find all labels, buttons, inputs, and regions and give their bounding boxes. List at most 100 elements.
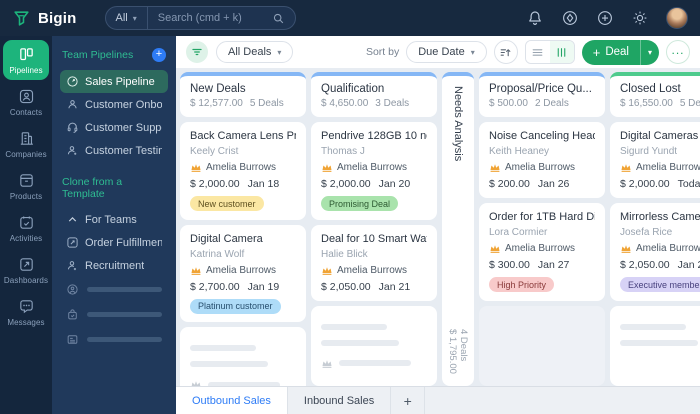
- main-area: All Deals ▾ Sort by Due Date ▾: [176, 36, 700, 414]
- deal-name: Noise Canceling Headp...: [489, 130, 595, 142]
- sort-field-dropdown[interactable]: Due Date ▾: [406, 41, 487, 63]
- search-box[interactable]: [148, 12, 295, 25]
- pipeline-gauge-icon: [66, 75, 79, 88]
- skeleton-bar: [190, 345, 256, 351]
- add-pipeline-button[interactable]: +: [152, 48, 166, 62]
- brand[interactable]: Bigin: [12, 9, 77, 28]
- deal-tag: Executive member: [620, 277, 700, 292]
- column-title: Qualification: [321, 83, 385, 95]
- deal-card[interactable]: Noise Canceling Headp... Keith Heaney Am…: [479, 122, 605, 198]
- template-label: Recruitment: [85, 259, 145, 272]
- add-subpipeline-button[interactable]: +: [391, 387, 426, 414]
- deal-meta: $ 2,000.00 Today: [620, 178, 700, 190]
- tab-outbound-sales[interactable]: Outbound Sales: [176, 387, 288, 414]
- skeleton-bar: [87, 287, 162, 292]
- deal-owner-name: Amelia Burrows: [337, 264, 408, 276]
- column-amount: $ 16,550.00: [620, 98, 673, 109]
- more-options-button[interactable]: ...: [666, 40, 690, 64]
- deal-owner-name: Amelia Burrows: [337, 162, 408, 173]
- plus-icon: +: [592, 44, 601, 60]
- deal-amount: $ 2,050.00: [321, 280, 371, 293]
- column-title: Needs Analysis: [452, 86, 464, 162]
- nav-activities[interactable]: Activities: [3, 208, 49, 248]
- skeleton-bar: [208, 381, 281, 386]
- messages-icon: [18, 298, 35, 315]
- new-deal-menu-chevron-icon[interactable]: ▾: [639, 39, 659, 65]
- contacts-icon: [18, 88, 35, 105]
- deal-date: Jan 26: [537, 178, 570, 190]
- search-scope-dropdown[interactable]: All ▾: [106, 7, 148, 29]
- list-view-icon[interactable]: [525, 41, 550, 63]
- deal-meta: $ 300.00 Jan 27: [489, 259, 595, 271]
- template-recruitment[interactable]: Recruitment: [60, 254, 168, 277]
- template-skeleton-row: [60, 327, 168, 352]
- dashboards-icon: [18, 256, 35, 273]
- skeleton-bar: [620, 339, 699, 346]
- column-title: Proposal/Price Qu...: [489, 83, 592, 95]
- nav-products[interactable]: Products: [3, 166, 49, 206]
- column-header[interactable]: Proposal/Price Qu... $ 500.00 2 Deals: [479, 72, 605, 117]
- topbar: Bigin All ▾: [0, 0, 700, 36]
- deal-owner: Amelia Burrows: [190, 265, 296, 276]
- column-header[interactable]: Closed Lost $ 16,550.00 5 Deals: [610, 72, 700, 117]
- pipeline-sales[interactable]: Sales Pipeline: [60, 70, 168, 93]
- column-title: Closed Lost: [620, 83, 681, 95]
- plus-circle-icon[interactable]: [596, 9, 614, 27]
- deal-card[interactable]: Digital Camera Katrina Wolf Amelia Burro…: [180, 224, 306, 322]
- column-count: 4 Deals: [458, 329, 469, 362]
- column-new-deals: New Deals $ 12,577.00 5 Deals Back Camer…: [180, 72, 306, 386]
- deal-card[interactable]: Digital Cameras Sigurd Yundt Amelia Burr…: [610, 122, 700, 198]
- deal-card[interactable]: Deal for 10 Smart Wat... Halie Blick Ame…: [311, 224, 437, 301]
- template-order-fulfillment[interactable]: Order Fulfillment: [60, 231, 168, 254]
- settings-gear-icon[interactable]: [631, 9, 649, 27]
- pipeline-label: Customer Onboarding: [85, 98, 162, 111]
- column-needs-analysis-collapsed[interactable]: Needs Analysis $ 1,795.00 4 Deals: [442, 72, 474, 386]
- deal-meta: $ 2,050.00 Jan 28: [620, 259, 700, 271]
- deal-owner-name: Amelia Burrows: [505, 243, 576, 254]
- template-skeleton-row: [60, 277, 168, 302]
- topbar-actions: [526, 7, 688, 29]
- crown-icon: [190, 162, 202, 173]
- deal-meta: $ 200.00 Jan 26: [489, 178, 595, 190]
- pipeline-label: Sales Pipeline: [85, 75, 155, 88]
- deal-card[interactable]: Order for 1TB Hard Disk Lora Cormier Ame…: [479, 203, 605, 301]
- deal-contact: Keely Crist: [190, 146, 239, 157]
- new-deal-button[interactable]: + Deal ▾: [581, 39, 659, 65]
- tab-inbound-sales[interactable]: Inbound Sales: [288, 387, 392, 414]
- deal-amount: $ 2,000.00: [620, 178, 670, 190]
- deals-filter-value: All Deals: [228, 46, 272, 58]
- column-header[interactable]: New Deals $ 12,577.00 5 Deals: [180, 72, 306, 117]
- subpipeline-tabbar: Outbound Sales Inbound Sales +: [176, 386, 700, 414]
- nav-messages[interactable]: Messages: [3, 292, 49, 332]
- notifications-bell-icon[interactable]: [526, 9, 544, 27]
- headset-icon: [66, 121, 79, 134]
- deal-date: Jan 18: [247, 178, 280, 190]
- filter-button[interactable]: [186, 41, 208, 63]
- nav-companies[interactable]: Companies: [3, 124, 49, 164]
- deal-card[interactable]: Pendrive 128GB 10 no Thomas J Amelia Bur…: [311, 122, 437, 220]
- primary-nav-rail: Pipelines Contacts Companies Products Ac…: [0, 36, 52, 414]
- column-header[interactable]: Qualification $ 4,650.00 3 Deals: [311, 72, 437, 117]
- deal-meta: $ 2,700.00 Jan 19: [190, 281, 296, 293]
- kanban-view-icon[interactable]: [549, 41, 574, 63]
- pipeline-customer-onboarding[interactable]: Customer Onboarding: [60, 93, 168, 116]
- deal-card[interactable]: Mirrorless Cameras Josefa Rice Amelia Bu…: [610, 203, 700, 301]
- sort-order-button[interactable]: [493, 40, 518, 64]
- template-group-for-teams[interactable]: For Teams: [60, 208, 168, 231]
- user-avatar[interactable]: [666, 7, 688, 29]
- nav-contacts[interactable]: Contacts: [3, 82, 49, 122]
- deal-date: Jan 27: [537, 259, 570, 271]
- deals-filter-dropdown[interactable]: All Deals ▾: [216, 41, 294, 63]
- kanban-board: New Deals $ 12,577.00 5 Deals Back Camer…: [176, 68, 700, 386]
- pipeline-customer-support[interactable]: Customer Support: [60, 116, 168, 139]
- search-input[interactable]: [157, 12, 266, 24]
- view-toggle: [524, 40, 575, 64]
- column-qualification: Qualification $ 4,650.00 3 Deals Pendriv…: [311, 72, 437, 386]
- nav-pipelines[interactable]: Pipelines: [3, 40, 49, 80]
- apps-icon[interactable]: [561, 9, 579, 27]
- deal-name: Mirrorless Cameras: [620, 211, 700, 223]
- nav-dashboards[interactable]: Dashboards: [3, 250, 49, 290]
- pipeline-customer-testimonials[interactable]: Customer Testimonials: [60, 139, 168, 162]
- skeleton-bar: [87, 312, 162, 317]
- deal-card[interactable]: Back Camera Lens Prot. Keely Crist Ameli…: [180, 122, 306, 220]
